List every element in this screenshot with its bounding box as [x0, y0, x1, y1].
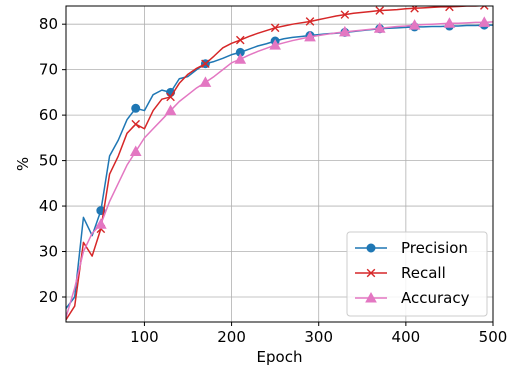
data-point-recall [305, 17, 315, 26]
y-tick-label: 60 [39, 106, 58, 124]
data-point-recall [131, 119, 141, 129]
data-point-accuracy [304, 30, 316, 42]
series-recall [66, 6, 493, 321]
legend-item-accuracy: Accuracy [355, 289, 470, 307]
legend-label-accuracy: Accuracy [401, 289, 470, 307]
legend: Precision Recall Accuracy [346, 231, 488, 317]
data-point-recall [445, 6, 454, 12]
data-point-recall [340, 10, 350, 19]
legend-marker-accuracy [365, 291, 377, 303]
y-tick-label: 30 [39, 243, 58, 261]
data-point-recall [375, 6, 385, 15]
y-tick-label: 40 [39, 197, 58, 215]
x-tick-label: 300 [304, 328, 333, 346]
x-tick-label: 500 [479, 328, 508, 346]
data-point-accuracy [95, 218, 107, 229]
y-tick-label: 50 [39, 152, 58, 170]
data-point-accuracy [234, 53, 247, 64]
legend-box [346, 231, 488, 317]
data-point-precision [131, 103, 141, 113]
y-tick-label: 20 [39, 288, 58, 306]
series-accuracy [66, 16, 493, 318]
legend-label-precision: Precision [401, 239, 468, 257]
series-layer [66, 6, 493, 321]
x-tick-label: 400 [392, 328, 421, 346]
data-point-accuracy [269, 39, 281, 50]
data-point-accuracy [408, 19, 421, 30]
data-point-recall [410, 6, 419, 13]
ticks: 100 200 300 400 500 20 30 40 50 60 70 80 [39, 15, 507, 346]
legend-item-recall: Recall [355, 264, 446, 282]
legend-label-recall: Recall [401, 264, 446, 282]
legend-item-precision: Precision [355, 239, 468, 257]
data-point-accuracy [373, 22, 386, 33]
data-point-recall [479, 6, 489, 10]
data-point-accuracy [339, 25, 351, 37]
plot-frame [65, 5, 494, 323]
x-tick-label: 100 [130, 328, 159, 346]
data-point-recall [166, 92, 175, 102]
data-point-accuracy [478, 16, 491, 27]
data-point-accuracy [199, 76, 212, 87]
legend-marker-recall [366, 268, 376, 278]
y-axis-label: % [14, 157, 32, 171]
data-point-accuracy [164, 104, 177, 116]
x-tick-label: 200 [217, 328, 246, 346]
data-point-accuracy [129, 145, 142, 156]
legend-marker-precision [366, 243, 376, 253]
data-point-recall [235, 35, 245, 45]
y-tick-label: 80 [39, 15, 58, 33]
y-tick-label: 70 [39, 61, 58, 79]
data-point-recall [270, 23, 280, 33]
data-point-accuracy [443, 17, 456, 28]
x-axis-label: Epoch [257, 348, 303, 366]
data-point-recall [201, 59, 210, 69]
